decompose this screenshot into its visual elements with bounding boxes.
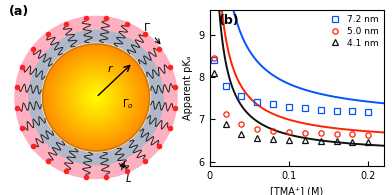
Circle shape: [78, 79, 114, 116]
Circle shape: [63, 64, 129, 131]
Circle shape: [54, 55, 138, 140]
Circle shape: [61, 62, 131, 133]
Circle shape: [94, 96, 98, 99]
Text: $r$: $r$: [107, 63, 114, 74]
Circle shape: [42, 43, 151, 152]
Circle shape: [85, 86, 107, 109]
Circle shape: [89, 90, 103, 105]
Circle shape: [91, 92, 102, 103]
Text: $\Gamma$: $\Gamma$: [143, 21, 160, 44]
Circle shape: [56, 57, 136, 138]
Circle shape: [46, 48, 146, 147]
Text: (a): (a): [9, 5, 29, 18]
Circle shape: [57, 59, 135, 136]
Circle shape: [70, 72, 122, 123]
Circle shape: [59, 61, 133, 134]
Circle shape: [50, 51, 142, 144]
Circle shape: [76, 77, 116, 118]
Circle shape: [72, 74, 120, 121]
Circle shape: [29, 30, 163, 165]
Circle shape: [15, 16, 177, 179]
Circle shape: [93, 94, 100, 101]
Circle shape: [87, 88, 105, 107]
Circle shape: [83, 85, 109, 110]
Text: $\Gamma_o$: $\Gamma_o$: [122, 97, 134, 111]
Circle shape: [65, 66, 127, 129]
Circle shape: [67, 68, 125, 127]
Circle shape: [69, 70, 124, 125]
Circle shape: [52, 53, 140, 142]
Circle shape: [44, 46, 148, 149]
Legend: 7.2 nm, 5.0 nm, 4.1 nm: 7.2 nm, 5.0 nm, 4.1 nm: [323, 12, 382, 51]
Circle shape: [74, 75, 118, 120]
Circle shape: [43, 44, 149, 151]
Y-axis label: Apparent pKₐ: Apparent pKₐ: [183, 56, 193, 120]
Text: $L$: $L$: [125, 172, 132, 184]
Circle shape: [48, 50, 144, 145]
X-axis label: [TMA⁺] (M): [TMA⁺] (M): [270, 186, 323, 195]
Circle shape: [80, 81, 113, 114]
Circle shape: [81, 83, 111, 112]
Text: (b): (b): [218, 14, 239, 27]
